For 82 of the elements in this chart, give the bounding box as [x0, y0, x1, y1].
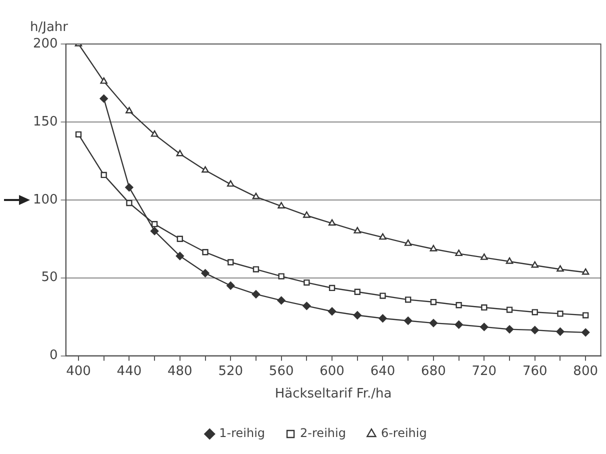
point: [252, 192, 260, 200]
point: [252, 290, 260, 298]
point: [430, 298, 437, 306]
point: [531, 261, 539, 268]
point: [405, 296, 412, 303]
point: [456, 302, 462, 308]
x-tick-label: 520: [218, 364, 244, 379]
point: [176, 252, 184, 260]
point: [353, 311, 362, 320]
point: [226, 180, 234, 187]
point: [532, 309, 538, 316]
point: [429, 318, 438, 328]
x-tick-label: 600: [320, 364, 344, 379]
point: [176, 150, 184, 156]
point: [150, 130, 158, 137]
point: [303, 211, 310, 218]
point: [455, 250, 462, 256]
point: [100, 77, 108, 84]
point: [150, 226, 159, 236]
point: [125, 183, 134, 192]
point: [278, 273, 284, 280]
y-tick-label: 0: [50, 348, 58, 364]
point: [126, 200, 132, 206]
point: [454, 320, 463, 329]
point: [252, 266, 260, 272]
point: [302, 302, 311, 310]
point: [506, 306, 513, 313]
point: [277, 296, 286, 305]
x-tick-label: 760: [522, 364, 548, 379]
point: [176, 236, 183, 242]
legend-label: 6-reihig: [380, 426, 427, 440]
x-tick-label: 560: [268, 364, 294, 379]
point: [100, 94, 108, 103]
legend-label: 1-reihig: [219, 426, 266, 440]
point: [228, 259, 234, 266]
point: [75, 131, 82, 138]
point: [556, 265, 564, 272]
point: [481, 304, 488, 311]
x-tick-label: 480: [167, 364, 192, 379]
point: [480, 253, 488, 260]
point: [278, 202, 285, 208]
point: [404, 239, 412, 246]
point: [126, 106, 133, 114]
y-tick-label: 200: [32, 36, 58, 52]
point: [354, 288, 360, 295]
x-tick-label: 720: [472, 364, 497, 379]
x-tick-label: 440: [116, 364, 142, 379]
point: [201, 269, 210, 278]
point: [100, 172, 107, 178]
x-tick-label: 400: [66, 364, 91, 379]
point: [582, 268, 590, 275]
point: [505, 325, 514, 334]
point: [582, 312, 589, 318]
point: [354, 226, 362, 234]
point: [328, 219, 336, 226]
point: [202, 166, 209, 173]
point: [202, 249, 208, 256]
point: [581, 328, 590, 337]
point: [304, 279, 310, 286]
point: [556, 328, 564, 336]
x-tick-label: 800: [573, 364, 598, 379]
point: [430, 244, 438, 252]
point: [379, 233, 386, 240]
x-axis-title: Häckseltarif Fr./ha: [274, 386, 392, 402]
y-tick-label: 150: [32, 114, 58, 130]
point: [378, 314, 387, 322]
point: [226, 282, 235, 290]
y-axis-title: h/Jahr: [30, 20, 69, 35]
point: [480, 322, 488, 332]
x-tick-label: 640: [370, 364, 396, 379]
y-tick-label: 100: [32, 192, 58, 208]
x-tick-label: 680: [421, 364, 446, 379]
legend-label: 2-reihig: [300, 426, 346, 440]
point: [380, 292, 386, 299]
point: [557, 310, 564, 317]
point: [530, 326, 539, 334]
point: [151, 220, 158, 228]
point: [404, 316, 412, 325]
point: [328, 307, 336, 316]
point: [506, 257, 514, 264]
y-tick-label: 50: [41, 270, 58, 286]
point: [328, 284, 336, 292]
